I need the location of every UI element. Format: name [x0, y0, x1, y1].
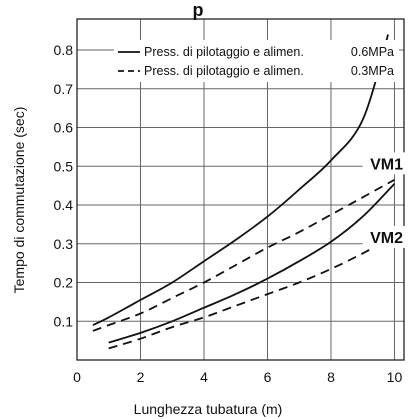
- x-tick-label: 0: [73, 369, 81, 385]
- legend-unit-dashed: 0.3MPa: [351, 64, 394, 78]
- y-tick-label: 0.6: [54, 120, 74, 136]
- x-tick-labels: 0 2 4 6 8 10: [73, 369, 402, 385]
- curve-labels: VM1 VM2: [362, 152, 411, 248]
- legend-label-solid: Press. di pilotaggio e alimen.: [144, 45, 304, 59]
- legend-label-dashed: Press. di pilotaggio e alimen.: [144, 64, 304, 78]
- x-tick-label: 8: [327, 369, 335, 385]
- series-layer: [92, 34, 396, 350]
- series-line-dashed: [92, 179, 395, 332]
- y-axis-title: Tempo di commutazione (sec): [11, 107, 27, 294]
- y-tick-label: 0.1: [54, 313, 74, 329]
- y-tick-labels: 0.1 0.2 0.3 0.4 0.5 0.6 0.7 0.8: [54, 42, 74, 329]
- series-line-dashed: [108, 235, 395, 350]
- y-tick-label: 0.5: [54, 158, 74, 174]
- plot-frame: [76, 18, 405, 361]
- curve-label-background: [362, 225, 411, 248]
- legend-label-solid-text: Press. di pilotaggio e alimen.: [144, 45, 304, 59]
- y-tick-label: 0.3: [54, 236, 74, 252]
- x-tick-label: 10: [387, 369, 403, 385]
- x-axis-title: Lunghezza tubatura (m): [134, 401, 283, 417]
- y-tick-label: 0.7: [54, 81, 74, 97]
- y-tick-label: 0.4: [54, 197, 74, 213]
- curve-label-vm2: VM2: [370, 230, 403, 247]
- series-line-solid: [108, 183, 396, 344]
- series-line-solid: [92, 34, 389, 326]
- legend-background: [114, 40, 399, 82]
- legend-label-dashed-text: Press. di pilotaggio e alimen.: [144, 64, 304, 78]
- curve-label-vm1: VM1: [370, 156, 403, 173]
- y-tick-label: 0.2: [54, 275, 74, 291]
- curve-label-background: [362, 152, 411, 175]
- x-tick-label: 6: [264, 369, 272, 385]
- legend: Press. di pilotaggio e alimen. 0.6MPa Pr…: [114, 40, 399, 82]
- x-tick-label: 4: [200, 369, 208, 385]
- legend-unit-solid: 0.6MPa: [351, 45, 394, 59]
- x-tick-label: 2: [137, 369, 145, 385]
- chart-title-fragment: p: [193, 0, 204, 20]
- y-tick-label: 0.8: [54, 42, 74, 58]
